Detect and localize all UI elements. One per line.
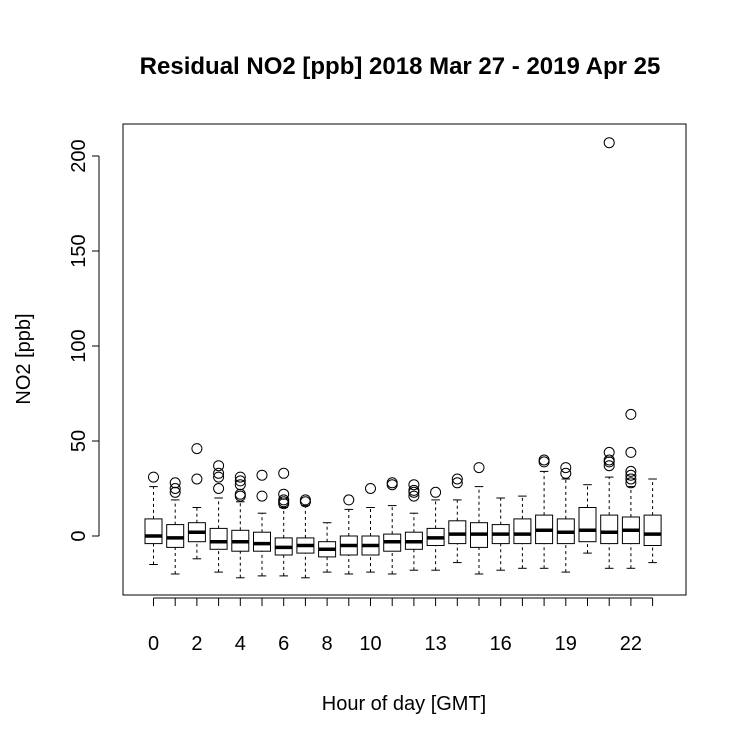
box-hour-8 [318,522,337,573]
outlier-point [191,443,203,455]
outlier-point [213,483,225,494]
box-hour-19 [556,462,575,573]
box-hour-13 [426,486,445,571]
box-iqr [166,524,185,548]
y-tick-label: 50 [68,430,90,452]
outlier-point [451,477,463,489]
box-hour-1 [166,477,185,575]
box-iqr [209,527,228,550]
boxes-layer [144,137,662,579]
x-tick-label: 8 [322,633,333,655]
y-tick-label: 100 [68,329,90,362]
box-hour-10 [361,483,380,573]
outlier-point [625,408,637,420]
box-hour-14 [448,473,467,564]
outlier-point [473,462,485,474]
box-iqr [513,518,532,545]
outlier-point [365,483,376,494]
box-hour-22 [621,408,640,569]
y-axis-label: NO2 [ppb] [13,313,35,404]
box-hour-20 [578,484,597,554]
box-iqr [253,531,271,552]
outlier-point [343,494,355,506]
outlier-point [148,471,159,483]
x-tick-label: 2 [191,633,202,655]
outlier-point [278,488,290,500]
outlier-point [625,446,637,458]
outlier-point [234,475,246,487]
outlier-point [256,490,268,502]
outlier-point [213,467,225,479]
x-axis: 0 2 4 6 8 10 13 16 19 22 [148,597,654,655]
y-tick-label: 200 [68,139,90,172]
box-iqr [578,507,597,543]
outlier-point [213,460,225,472]
outlier-point [408,484,420,496]
outlier-point [538,454,550,466]
box-hour-16 [491,497,510,571]
outlier-point [234,471,246,483]
box-iqr [144,518,163,545]
box-hour-5 [253,469,271,577]
x-tick-label: 0 [148,633,159,655]
outlier-point [213,471,225,483]
x-tick-label: 19 [555,633,577,655]
box-hour-21 [600,137,619,569]
outlier-point [603,454,615,466]
x-tick-label: 13 [424,633,446,655]
box-hour-9 [339,494,358,575]
y-axis: 0 50 100 150 200 [68,139,100,542]
outlier-point [278,494,290,506]
outlier-point [408,490,420,502]
box-hour-18 [535,454,554,569]
x-tick-label: 16 [490,633,512,655]
x-axis-label: Hour of day [GMT] [322,693,487,715]
outlier-point [299,494,311,506]
box-hour-15 [470,462,488,575]
outlier-point [386,477,398,489]
outlier-point [256,469,268,481]
outlier-point [625,473,637,485]
box-hour-6 [274,467,293,577]
x-tick-label: 4 [235,633,246,655]
outlier-point [560,462,572,474]
box-hour-23 [643,478,662,564]
outlier-point [451,473,463,485]
outlier-point [625,465,637,477]
box-iqr [448,520,467,545]
outlier-point [430,486,442,498]
box-hour-12 [404,479,423,571]
x-tick-label: 6 [278,633,289,655]
outlier-point [603,137,615,149]
box-iqr [600,514,619,545]
outlier-point [234,479,246,491]
outlier-point [169,477,181,489]
box-hour-2 [187,443,206,560]
outlier-point [191,473,203,485]
box-hour-4 [231,471,250,579]
box-hour-3 [209,460,228,573]
box-hour-17 [513,495,532,569]
x-tick-label: 10 [359,633,381,655]
y-tick-label: 150 [68,234,90,267]
outlier-point [560,467,572,479]
outlier-point [408,479,420,491]
outlier-point [603,460,615,472]
outlier-point [603,446,615,458]
outlier-point [625,477,637,489]
chart-title: Residual NO2 [ppb] 2018 Mar 27 - 2019 Ap… [140,53,661,80]
y-tick-label: 0 [68,530,90,541]
box-iqr [643,514,662,546]
outlier-point [278,467,290,479]
box-hour-11 [383,477,402,575]
outlier-point [169,483,181,494]
plot-frame [122,123,687,596]
box-hour-7 [296,494,315,579]
outlier-point [625,469,637,481]
x-tick-label: 22 [620,633,642,655]
box-hour-0 [144,471,163,565]
